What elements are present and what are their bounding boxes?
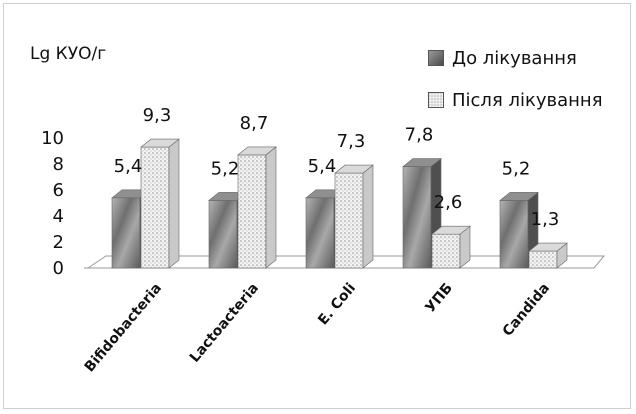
data-label: 2,6 bbox=[434, 192, 463, 213]
bar-after-1 bbox=[237, 146, 277, 269]
category-label: E. Coli bbox=[315, 280, 359, 328]
bar-before-4 bbox=[499, 191, 539, 269]
y-tick-label: 4 bbox=[53, 206, 64, 227]
data-label: 7,8 bbox=[405, 125, 434, 146]
bar-side-face bbox=[265, 146, 277, 269]
category-label: Bifidobacteria bbox=[82, 280, 165, 375]
bar-front-face bbox=[499, 200, 529, 269]
bar-side-face bbox=[168, 138, 180, 269]
data-label: 5,2 bbox=[211, 158, 240, 179]
bar-top-face bbox=[237, 146, 277, 156]
bars bbox=[111, 138, 568, 269]
bar-front-face bbox=[208, 200, 238, 269]
y-tick-label: 2 bbox=[53, 232, 64, 253]
bar-top-face bbox=[140, 138, 180, 148]
data-label: 7,3 bbox=[337, 131, 366, 152]
y-axis-label: Lg КУО/г bbox=[30, 44, 107, 64]
legend: До лікування Після лікування bbox=[428, 44, 603, 128]
y-tick-label: 8 bbox=[53, 154, 64, 175]
category-label: Candida bbox=[500, 280, 553, 339]
bar-side-face bbox=[362, 164, 374, 269]
bar-after-0 bbox=[140, 138, 180, 269]
data-label: 1,3 bbox=[531, 209, 560, 230]
data-label: 8,7 bbox=[240, 113, 269, 134]
y-tick-label: 6 bbox=[53, 180, 64, 201]
legend-swatch-before bbox=[428, 50, 444, 66]
bar-front-face bbox=[305, 197, 335, 269]
data-label: 9,3 bbox=[143, 105, 172, 126]
bar-front-face bbox=[140, 146, 170, 269]
bar-top-face bbox=[431, 225, 471, 235]
legend-label-after: Після лікування bbox=[452, 89, 603, 111]
y-tick-label: 10 bbox=[41, 128, 64, 149]
bar-top-face bbox=[499, 192, 539, 201]
bar-after-3 bbox=[431, 225, 471, 269]
bar-front-face bbox=[237, 154, 267, 269]
y-tick-label: 0 bbox=[53, 258, 64, 279]
bar-front-face bbox=[334, 172, 364, 269]
bar-top-face bbox=[528, 242, 568, 252]
bar-front-face bbox=[431, 233, 461, 269]
legend-item-before: До лікування bbox=[428, 44, 603, 72]
category-label: Lactoacteria bbox=[187, 280, 262, 365]
bar-front-face bbox=[111, 197, 141, 269]
bar-front-face bbox=[528, 250, 558, 269]
legend-item-after: Після лікування bbox=[428, 86, 603, 114]
bar-front-face bbox=[402, 166, 432, 269]
data-label: 5,2 bbox=[502, 158, 531, 179]
bar-top-face bbox=[334, 164, 374, 174]
category-label: УПБ bbox=[422, 280, 456, 316]
legend-label-before: До лікування bbox=[452, 47, 577, 69]
bar-after-2 bbox=[334, 164, 374, 269]
legend-swatch-after bbox=[428, 92, 444, 108]
data-label: 5,4 bbox=[308, 156, 337, 177]
bar-top-face bbox=[402, 158, 442, 167]
data-label: 5,4 bbox=[114, 156, 143, 177]
bar-after-4 bbox=[528, 242, 568, 269]
